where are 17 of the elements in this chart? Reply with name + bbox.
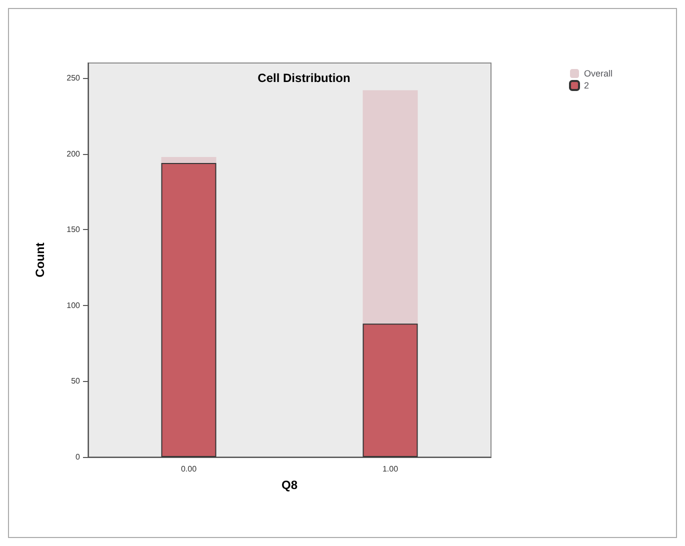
bar [161, 163, 216, 457]
y-tick-label: 100 [66, 300, 81, 310]
x-tick-label: 1.00 [382, 464, 399, 474]
bar [362, 90, 418, 324]
y-tick-label: 50 [71, 376, 81, 386]
bar [362, 324, 418, 457]
legend-label: Overall [584, 68, 613, 78]
y-tick-label: 250 [66, 74, 81, 83]
legend-label: 2 [584, 80, 590, 90]
x-tick-label: 0.00 [180, 464, 198, 474]
bar [161, 156, 216, 164]
y-tick-label: 200 [66, 149, 81, 158]
x-axis-title: Q8 [281, 478, 298, 492]
y-tick-label: 0 [76, 452, 81, 462]
text: Cell Distribution [258, 71, 350, 85]
y-tick-label: 150 [66, 225, 81, 234]
y-axis-title: Count [33, 242, 47, 278]
